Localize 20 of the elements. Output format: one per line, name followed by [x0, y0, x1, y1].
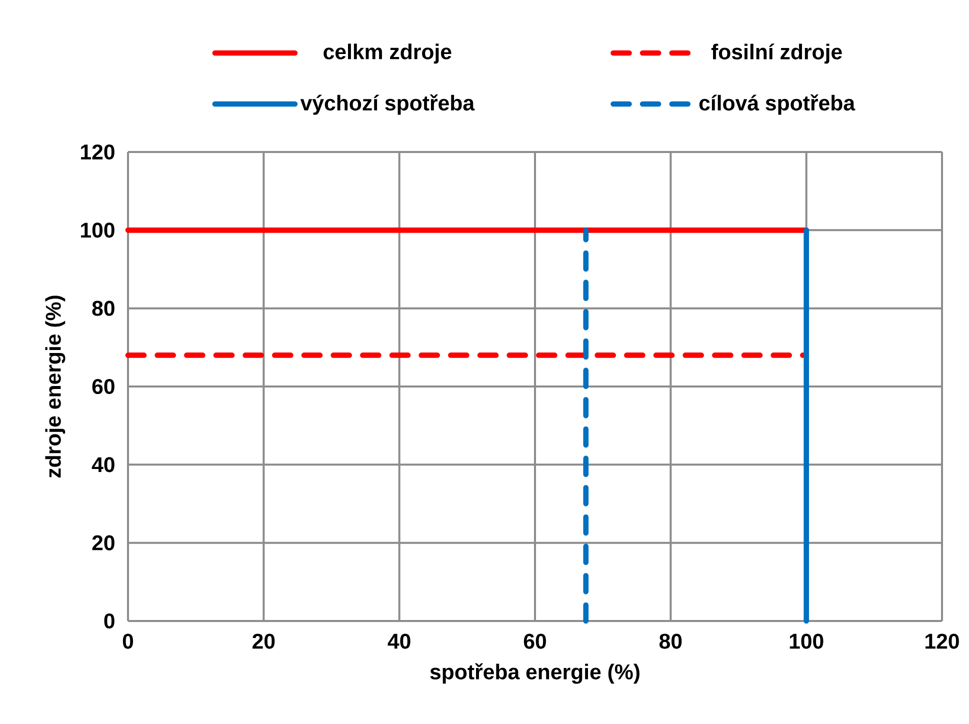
- y-tick-label: 0: [104, 613, 114, 629]
- legend-label: výchozí spotřeba: [300, 94, 475, 115]
- x-tick-label: 60: [524, 634, 546, 649]
- x-tick-label: 40: [388, 634, 410, 649]
- y-tick-label: 60: [92, 378, 114, 394]
- x-tick-label: 20: [252, 634, 275, 649]
- legend-label: celkm zdroje: [324, 44, 452, 64]
- legend-label: cílová spotřeba: [699, 94, 856, 115]
- x-tick-label: 120: [926, 634, 959, 649]
- y-axis-title: zdroje energie (%): [45, 296, 66, 478]
- x-tick-label: 0: [122, 634, 134, 649]
- y-tick-label: 40: [92, 457, 114, 472]
- y-tick-label: 20: [92, 535, 114, 550]
- x-axis-title: spotřeba energie (%): [430, 663, 640, 684]
- y-tick-label: 120: [81, 144, 114, 160]
- x-tick-label: 80: [659, 634, 682, 649]
- y-tick-label: 80: [92, 300, 114, 316]
- legend-label: fosilní zdroje: [711, 44, 842, 64]
- x-tick-label: 100: [790, 634, 824, 649]
- y-tick-label: 100: [81, 222, 114, 238]
